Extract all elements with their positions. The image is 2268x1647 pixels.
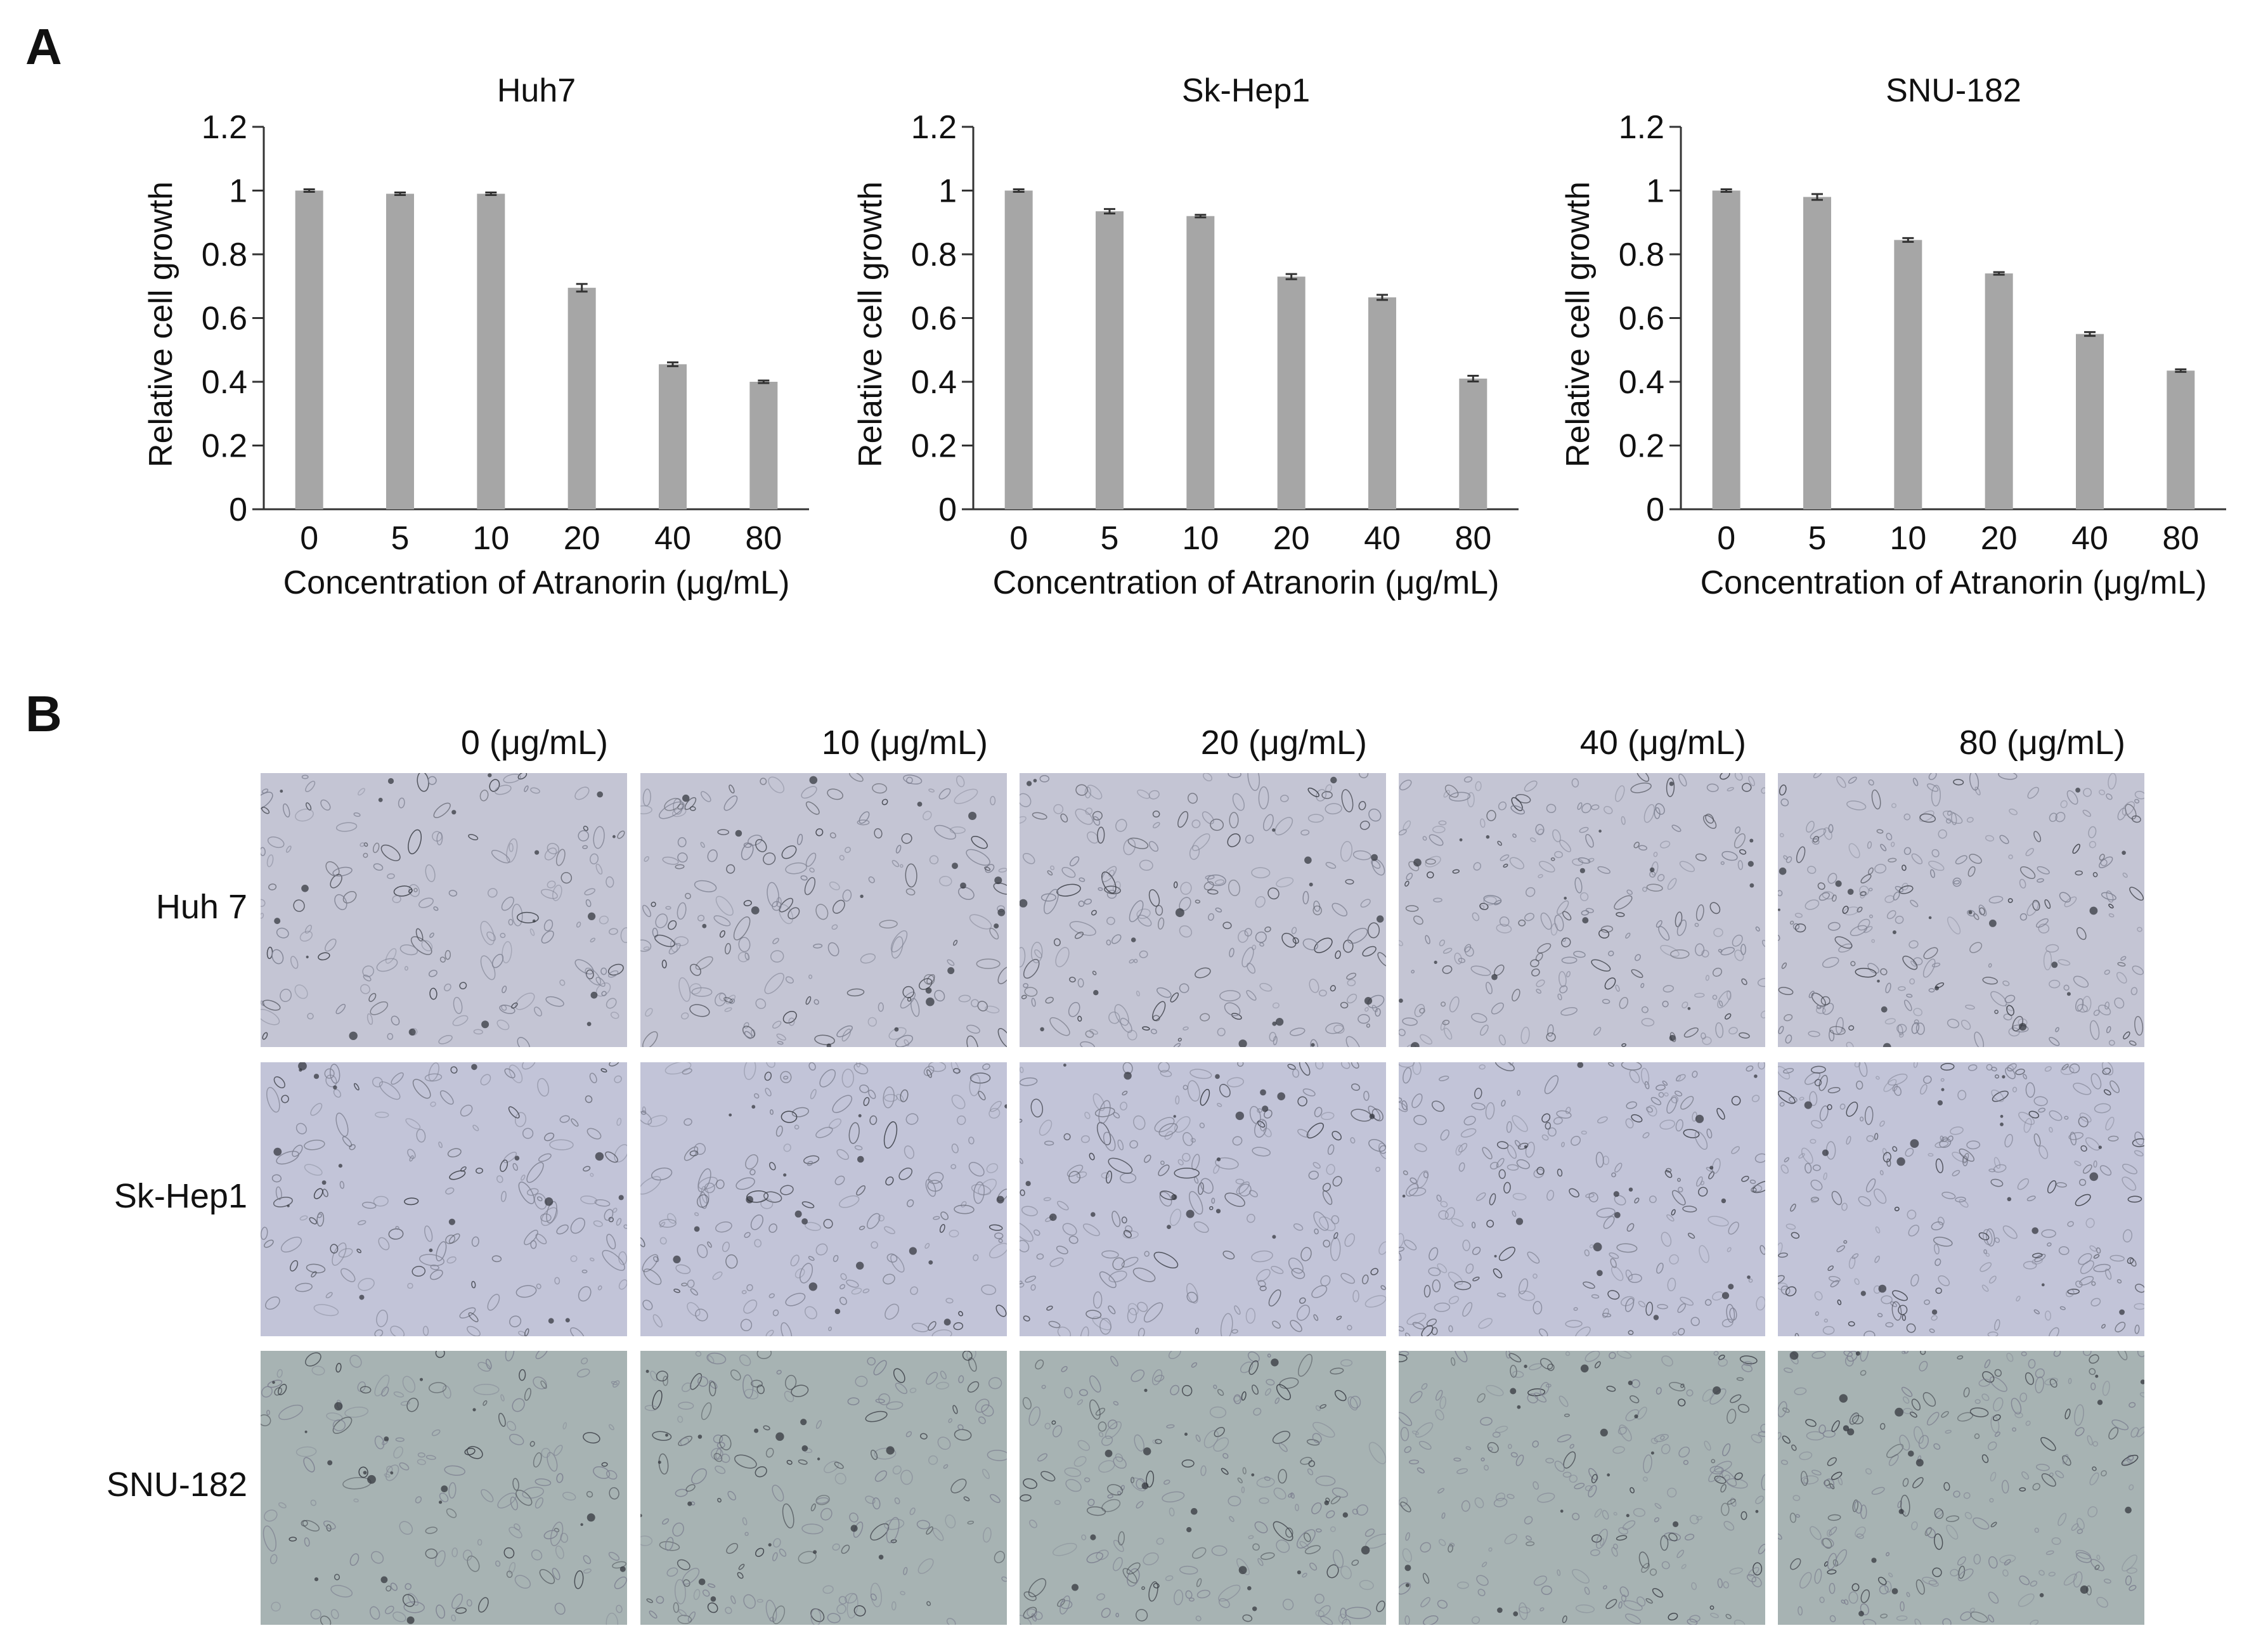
y-tick-label: 1 [1646,173,1664,210]
y-tick-label: 0.6 [1619,301,1664,337]
y-axis-label: Relative cell growth [852,181,889,467]
bar [1985,273,2013,509]
micrograph-image [261,1351,627,1625]
bar [477,193,505,509]
y-tick-label: 1.2 [202,109,247,146]
y-tick-label: 1.2 [911,109,957,146]
x-tick-label: 10 [1182,520,1219,557]
row-label-cell-line: SNU-182 [106,1466,247,1504]
micrograph-image [1399,773,1765,1047]
y-tick-label: 0 [1646,491,1664,528]
y-tick-label: 0.4 [1619,364,1664,401]
y-tick-label: 1.2 [1619,109,1664,146]
column-label-concentration: 20 (μg/mL) [1200,724,1367,762]
bar [1096,211,1124,509]
bar [1894,240,1922,509]
y-tick-label: 1 [938,173,957,210]
y-tick-label: 0.6 [202,301,247,337]
column-label-concentration: 80 (μg/mL) [1959,724,2125,762]
bar [295,190,323,509]
row-label-cell-line: Sk-Hep1 [113,1177,247,1215]
micrograph-image [1399,1062,1765,1336]
bar [2076,334,2104,509]
micrograph-image [1020,1062,1386,1336]
y-axis-label: Relative cell growth [1560,181,1597,467]
micrograph-image [261,1062,627,1336]
micrograph-image [640,1351,1007,1625]
bar [1004,190,1033,509]
x-tick-label: 80 [745,520,782,557]
micrograph-image [1778,773,2144,1047]
bar [567,287,596,509]
bar [2167,370,2195,509]
y-tick-label: 0 [229,491,247,528]
y-tick-label: 0.6 [911,301,957,337]
micrograph-image [1778,1351,2144,1625]
bar [1712,190,1740,509]
column-label-concentration: 40 (μg/mL) [1579,724,1746,762]
x-tick-label: 80 [2162,520,2199,557]
bar [1368,297,1396,509]
y-tick-label: 0.2 [202,428,247,465]
x-tick-label: 40 [2071,520,2108,557]
bar [749,382,778,509]
column-label-concentration: 0 (μg/mL) [460,724,608,762]
x-tick-label: 10 [1889,520,1926,557]
column-label-concentration: 10 (μg/mL) [821,724,988,762]
x-tick-label: 40 [654,520,691,557]
y-tick-label: 0.2 [1619,428,1664,465]
micrograph-image [1020,1351,1386,1625]
y-tick-label: 0.8 [911,237,957,273]
x-tick-label: 20 [1981,520,2018,557]
bar [1459,378,1487,509]
row-label-cell-line: Huh 7 [155,888,247,926]
bar-charts-panel-a: Huh7 0 0.2 0.4 0.6 0.8 1 1.2 Relative cell growt… [143,72,2226,601]
micrograph-image [1399,1351,1765,1625]
chart-title: SNU-182 [1886,72,2021,109]
bar [386,193,414,509]
x-tick-label: 5 [1808,520,1827,557]
x-tick-label: 5 [1101,520,1119,557]
micrograph-image [640,1062,1007,1336]
y-tick-label: 1 [229,173,247,210]
y-tick-label: 0.8 [202,237,247,273]
x-tick-label: 80 [1455,520,1491,557]
x-axis-label: Concentration of Atranorin (μg/mL) [1701,564,2207,601]
x-tick-label: 20 [564,520,600,557]
micrograph-image [261,773,627,1047]
micrograph-image [640,773,1007,1047]
y-tick-label: 0.2 [911,428,957,465]
y-axis-label: Relative cell growth [143,181,179,467]
y-tick-label: 0.4 [911,364,957,401]
x-axis-label: Concentration of Atranorin (μg/mL) [283,564,790,601]
x-axis-label: Concentration of Atranorin (μg/mL) [993,564,1500,601]
x-tick-label: 0 [1717,520,1735,557]
chart-title: Sk-Hep1 [1182,72,1310,109]
x-tick-label: 0 [1009,520,1028,557]
micrograph-image [1778,1062,2144,1336]
bar [1186,216,1215,509]
x-tick-label: 20 [1273,520,1310,557]
panel-label-a: A [25,18,62,75]
x-tick-label: 40 [1364,520,1401,557]
chart-title: Huh7 [497,72,576,109]
y-tick-label: 0.8 [1619,237,1664,273]
y-tick-label: 0 [938,491,957,528]
x-tick-label: 5 [391,520,410,557]
bar [1277,277,1306,509]
bar [1803,197,1831,509]
micrograph-image [1020,773,1386,1047]
y-tick-label: 0.4 [202,364,247,401]
panel-label-b: B [25,686,62,742]
x-tick-label: 10 [472,520,509,557]
x-tick-label: 0 [300,520,318,557]
bar [659,364,687,509]
